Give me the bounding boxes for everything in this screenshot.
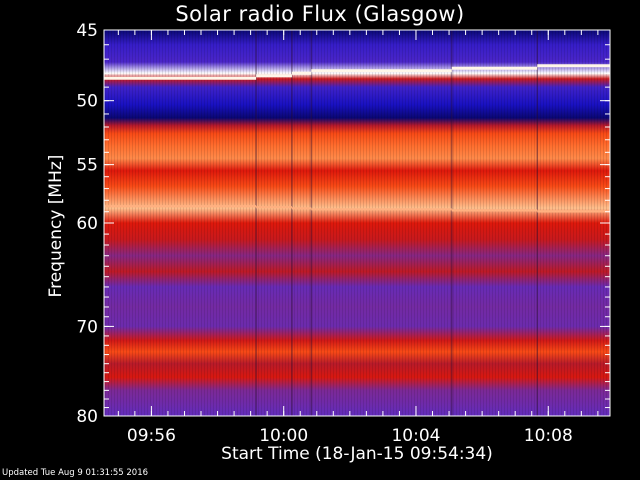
chart-title: Solar radio Flux (Glasgow) <box>175 2 465 26</box>
y-tick-label: 70 <box>76 317 98 337</box>
x-axis-label: Start Time (18-Jan-15 09:54:34) <box>221 444 493 464</box>
y-tick-label: 50 <box>76 92 98 112</box>
y-tick-label: 80 <box>76 407 98 427</box>
x-tick-label: 10:04 <box>391 426 440 446</box>
spectrogram-texture <box>104 30 610 416</box>
y-tick-label: 55 <box>76 156 98 176</box>
x-tick-label: 10:08 <box>524 426 573 446</box>
x-tick-label: 10:00 <box>259 426 308 446</box>
x-tick-label: 09:56 <box>127 426 176 446</box>
y-tick-label: 60 <box>76 214 98 234</box>
updated-timestamp: Updated Tue Aug 9 01:31:55 2016 <box>2 468 149 478</box>
y-tick-label: 45 <box>76 21 98 41</box>
plot-area <box>104 30 610 416</box>
y-axis-label: Frequency [MHz] <box>46 154 66 298</box>
axes: 45 50 55 60 70 80 09:56 10:00 10:04 10:08 <box>76 21 611 446</box>
